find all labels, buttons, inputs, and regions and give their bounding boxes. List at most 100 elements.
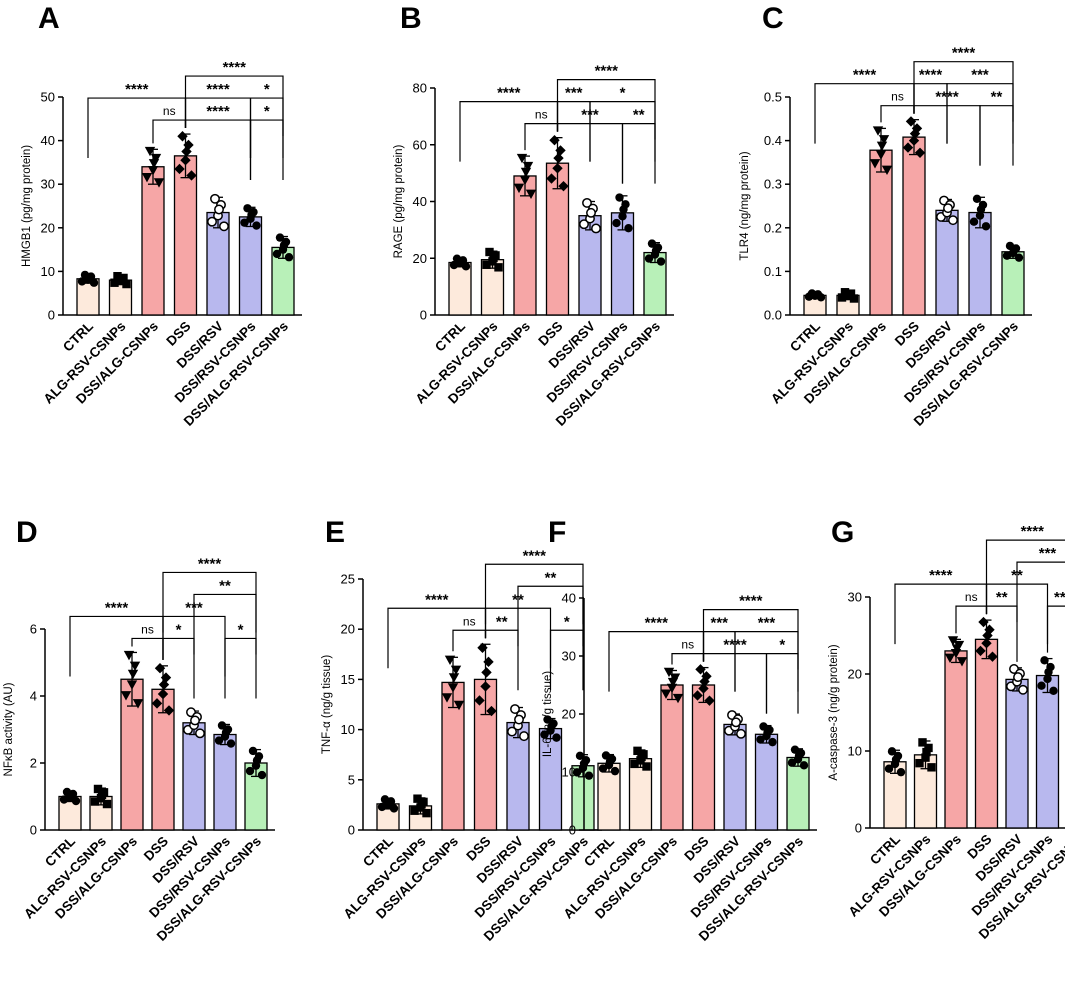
significance-label: *** [185,599,203,616]
data-point [90,797,100,806]
y-axis-title: HMGB1 (pg/mg protein) [21,145,33,267]
data-point [543,715,552,724]
bar [902,136,926,316]
data-point [943,203,953,214]
significance-label: *** [581,107,599,124]
data-point [915,758,924,768]
significance-bracket [985,605,1018,662]
significance-label: **** [206,81,230,98]
significance-label: **** [919,67,943,84]
data-point [656,257,666,266]
y-tick-label: 20 [848,667,862,682]
significance-label: ns [535,108,548,122]
data-point [422,808,431,818]
significance-label: ** [496,613,508,630]
y-tick-label: 15 [341,672,355,687]
data-point [872,126,884,136]
data-point [389,804,399,813]
significance-label: ** [1011,567,1023,584]
significance-label: * [620,85,626,102]
data-point [489,253,498,263]
data-point [549,135,560,146]
data-point [525,189,537,200]
bar [238,216,263,316]
data-point [1043,674,1052,684]
panel-letter: A [38,2,60,35]
data-point [522,161,534,172]
data-point [483,656,494,668]
data-point [633,746,642,756]
data-point [417,800,426,809]
data-point [612,218,621,228]
data-point [413,794,422,803]
data-point [513,183,525,194]
data-point [456,257,466,266]
data-point [510,704,520,714]
data-point [981,222,991,231]
significance-label: * [176,621,182,638]
significance-label: **** [425,591,449,608]
y-tick-label: 0.5 [764,90,782,105]
y-axis-title: TNF-α (ng/g tissue) [321,655,333,754]
data-point [905,116,917,127]
data-point [279,241,289,250]
significance-label: **** [125,81,149,98]
panel-letter: G [831,516,854,549]
data-point [987,651,998,662]
data-point [699,676,710,687]
data-point [586,207,596,218]
data-point [248,746,258,756]
data-point [976,205,986,214]
significance-label: **** [952,45,976,62]
data-point [672,693,684,704]
y-axis-title: RAGE (pg/mg protein) [393,144,405,258]
data-point [494,263,503,272]
data-point [384,798,394,808]
significance-bracket [979,105,1014,166]
data-point [575,751,585,761]
data-point [120,691,132,701]
data-point [914,147,926,159]
data-point [97,790,107,800]
significance-label: ns [463,614,476,628]
panel-letter: B [400,2,422,35]
significance-label: **** [497,85,521,102]
y-tick-label: 20 [562,707,576,722]
data-point [651,246,661,255]
data-point [875,150,887,160]
significance-label: ** [633,107,645,124]
significance-bracket [193,593,257,655]
bar [754,733,779,831]
data-point [177,131,188,142]
bar [141,166,165,316]
data-point [481,667,492,678]
y-tick-label: 25 [341,572,355,587]
y-tick-label: 20 [41,220,55,235]
data-point [956,657,968,667]
data-point [447,683,459,693]
significance-bracket [131,637,164,660]
y-tick-label: 40 [413,194,427,209]
y-axis-title: TLR4 (ng/mg protein) [739,151,751,260]
data-point [909,128,921,139]
y-tick-label: 0 [348,823,355,838]
data-point [507,726,517,737]
significance-label: ** [991,89,1003,106]
data-point [153,178,165,188]
data-point [619,205,628,214]
y-tick-label: 10 [41,264,55,279]
data-point [132,699,144,709]
panel-letter: F [548,516,566,549]
y-axis-title: IL-6 (ng/g tissue) [542,671,554,757]
data-point [485,247,494,257]
significance-label: **** [1021,523,1045,540]
significance-label: **** [523,547,547,564]
significance-bracket [671,653,705,665]
data-point [918,738,927,747]
data-point [240,218,249,227]
data-point [123,650,135,661]
y-tick-label: 0.3 [764,177,782,192]
data-point [245,766,255,776]
data-point [519,731,529,742]
